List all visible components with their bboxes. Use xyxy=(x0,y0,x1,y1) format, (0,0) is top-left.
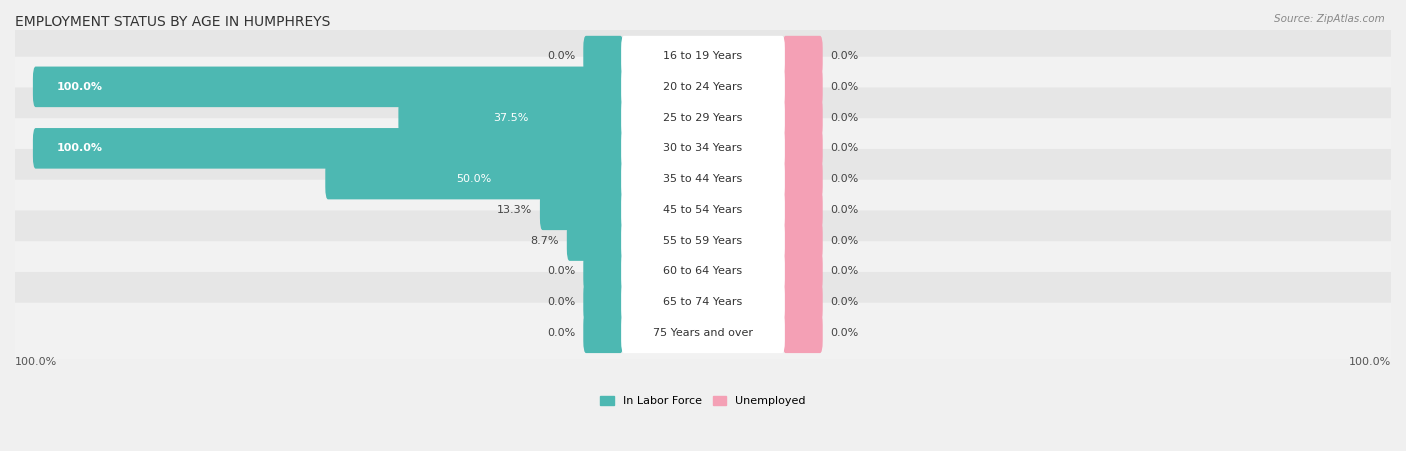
Text: 0.0%: 0.0% xyxy=(831,82,859,92)
FancyBboxPatch shape xyxy=(783,251,823,292)
Text: Source: ZipAtlas.com: Source: ZipAtlas.com xyxy=(1274,14,1385,23)
Text: 100.0%: 100.0% xyxy=(1348,357,1391,367)
FancyBboxPatch shape xyxy=(11,57,1395,117)
FancyBboxPatch shape xyxy=(783,189,823,230)
Text: 30 to 34 Years: 30 to 34 Years xyxy=(664,143,742,153)
FancyBboxPatch shape xyxy=(621,282,785,322)
FancyBboxPatch shape xyxy=(621,313,785,353)
Text: 13.3%: 13.3% xyxy=(498,205,533,215)
FancyBboxPatch shape xyxy=(11,149,1395,209)
Text: 0.0%: 0.0% xyxy=(831,235,859,245)
Text: 75 Years and over: 75 Years and over xyxy=(652,328,754,338)
Text: 55 to 59 Years: 55 to 59 Years xyxy=(664,235,742,245)
FancyBboxPatch shape xyxy=(11,272,1395,332)
Text: 0.0%: 0.0% xyxy=(547,297,575,307)
FancyBboxPatch shape xyxy=(583,36,623,76)
Text: 0.0%: 0.0% xyxy=(547,328,575,338)
FancyBboxPatch shape xyxy=(540,189,623,230)
FancyBboxPatch shape xyxy=(621,220,785,261)
Text: 0.0%: 0.0% xyxy=(831,205,859,215)
Text: 0.0%: 0.0% xyxy=(831,143,859,153)
FancyBboxPatch shape xyxy=(11,118,1395,179)
FancyBboxPatch shape xyxy=(11,87,1395,148)
Text: 0.0%: 0.0% xyxy=(547,266,575,276)
FancyBboxPatch shape xyxy=(783,282,823,322)
Text: 45 to 54 Years: 45 to 54 Years xyxy=(664,205,742,215)
FancyBboxPatch shape xyxy=(11,211,1395,271)
Text: 0.0%: 0.0% xyxy=(547,51,575,61)
Text: 20 to 24 Years: 20 to 24 Years xyxy=(664,82,742,92)
FancyBboxPatch shape xyxy=(32,67,623,107)
Text: 0.0%: 0.0% xyxy=(831,51,859,61)
Text: 25 to 29 Years: 25 to 29 Years xyxy=(664,113,742,123)
FancyBboxPatch shape xyxy=(11,26,1395,86)
Text: EMPLOYMENT STATUS BY AGE IN HUMPHREYS: EMPLOYMENT STATUS BY AGE IN HUMPHREYS xyxy=(15,15,330,29)
FancyBboxPatch shape xyxy=(783,97,823,138)
FancyBboxPatch shape xyxy=(11,241,1395,301)
FancyBboxPatch shape xyxy=(621,159,785,199)
Text: 60 to 64 Years: 60 to 64 Years xyxy=(664,266,742,276)
Text: 8.7%: 8.7% xyxy=(530,235,560,245)
FancyBboxPatch shape xyxy=(398,97,623,138)
Legend: In Labor Force, Unemployed: In Labor Force, Unemployed xyxy=(600,396,806,406)
Text: 37.5%: 37.5% xyxy=(494,113,529,123)
Text: 0.0%: 0.0% xyxy=(831,174,859,184)
Text: 65 to 74 Years: 65 to 74 Years xyxy=(664,297,742,307)
Text: 0.0%: 0.0% xyxy=(831,297,859,307)
FancyBboxPatch shape xyxy=(621,128,785,169)
FancyBboxPatch shape xyxy=(783,36,823,76)
Text: 0.0%: 0.0% xyxy=(831,266,859,276)
FancyBboxPatch shape xyxy=(621,97,785,138)
FancyBboxPatch shape xyxy=(583,313,623,353)
FancyBboxPatch shape xyxy=(11,303,1395,363)
FancyBboxPatch shape xyxy=(621,251,785,292)
FancyBboxPatch shape xyxy=(621,189,785,230)
Text: 0.0%: 0.0% xyxy=(831,113,859,123)
FancyBboxPatch shape xyxy=(783,128,823,169)
FancyBboxPatch shape xyxy=(783,220,823,261)
Text: 100.0%: 100.0% xyxy=(56,82,103,92)
FancyBboxPatch shape xyxy=(583,251,623,292)
FancyBboxPatch shape xyxy=(783,159,823,199)
Text: 35 to 44 Years: 35 to 44 Years xyxy=(664,174,742,184)
FancyBboxPatch shape xyxy=(11,179,1395,240)
FancyBboxPatch shape xyxy=(783,313,823,353)
FancyBboxPatch shape xyxy=(621,36,785,76)
Text: 100.0%: 100.0% xyxy=(15,357,58,367)
FancyBboxPatch shape xyxy=(32,128,623,169)
FancyBboxPatch shape xyxy=(325,159,623,199)
FancyBboxPatch shape xyxy=(583,282,623,322)
FancyBboxPatch shape xyxy=(783,67,823,107)
Text: 16 to 19 Years: 16 to 19 Years xyxy=(664,51,742,61)
Text: 100.0%: 100.0% xyxy=(56,143,103,153)
FancyBboxPatch shape xyxy=(567,220,623,261)
FancyBboxPatch shape xyxy=(621,67,785,107)
Text: 50.0%: 50.0% xyxy=(457,174,492,184)
Text: 0.0%: 0.0% xyxy=(831,328,859,338)
